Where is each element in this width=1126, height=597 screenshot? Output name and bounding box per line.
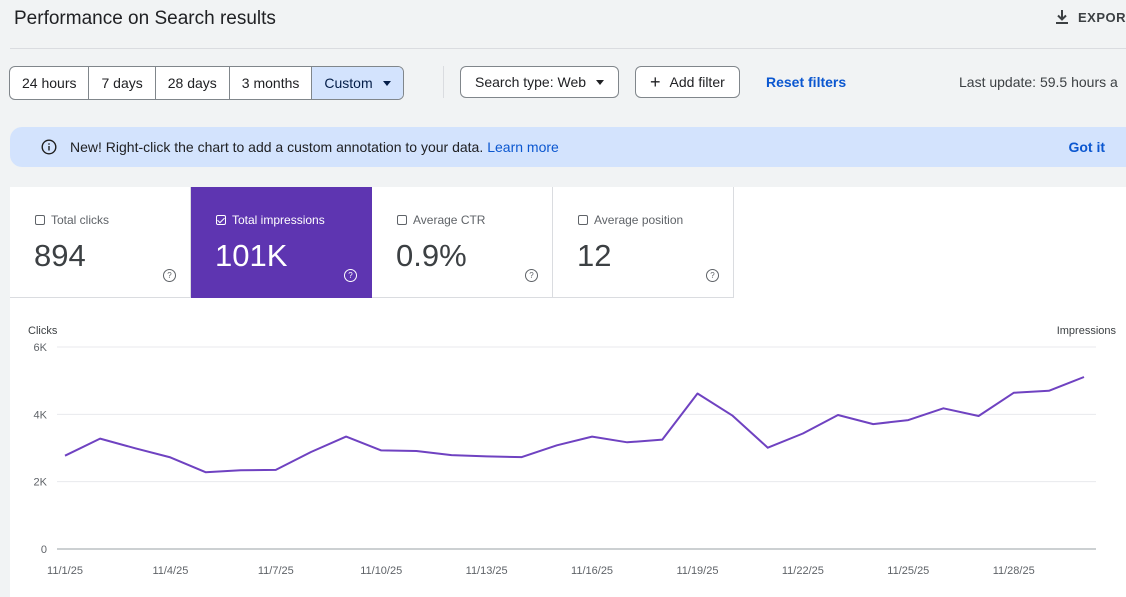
metric-value: 0.9% [396, 238, 467, 273]
help-icon[interactable]: ? [525, 269, 538, 282]
x-tick-label: 11/4/25 [152, 565, 188, 577]
metric-label: Average position [578, 213, 683, 227]
y-tick-label: 2K [34, 477, 48, 489]
add-filter-label: Add filter [669, 74, 725, 90]
date-range-28-days[interactable]: 28 days [156, 67, 230, 99]
help-icon[interactable]: ? [706, 269, 719, 282]
metric-card-total-clicks[interactable]: Total clicks 894 ? [10, 187, 191, 298]
date-range-7-days[interactable]: 7 days [89, 67, 156, 99]
help-icon[interactable]: ? [344, 269, 357, 282]
y-tick-label: 6K [34, 342, 48, 354]
y-tick-label: 0 [41, 544, 47, 556]
metric-value: 101K [215, 238, 288, 273]
metric-label-text: Total impressions [232, 213, 325, 227]
x-tick-label: 11/1/25 [47, 565, 83, 577]
performance-chart[interactable]: Clicks Impressions 6K 4K 2K 011/1/25 11/4/25 11… [10, 187, 1126, 597]
got-it-button[interactable]: Got it [1068, 139, 1105, 155]
toolbar-divider [443, 66, 444, 98]
y-tick-label: 4K [34, 409, 48, 421]
metric-card-average-ctr[interactable]: Average CTR 0.9% ? [372, 187, 553, 298]
checkbox-icon [397, 215, 407, 225]
reset-filters-link[interactable]: Reset filters [766, 74, 847, 90]
date-range-custom[interactable]: Custom [312, 67, 403, 99]
right-axis-label: Impressions [1057, 325, 1117, 337]
learn-more-link[interactable]: Learn more [487, 139, 559, 155]
x-tick-label: 11/16/25 [571, 565, 613, 577]
plus-icon: + [650, 72, 661, 92]
date-range-custom-label: Custom [324, 75, 373, 91]
impressions-line [64, 376, 1085, 474]
metric-label: Average CTR [397, 213, 485, 227]
date-range-selector: 24 hours 7 days 28 days 3 months Custom [9, 66, 404, 100]
checkbox-icon [578, 215, 588, 225]
checkbox-checked-icon [216, 215, 226, 225]
export-label: EXPOR [1078, 9, 1126, 25]
last-update-text: Last update: 59.5 hours a [959, 74, 1118, 90]
x-tick-label: 11/19/25 [676, 565, 718, 577]
search-type-label: Search type: Web [475, 74, 587, 90]
x-tick-label: 11/28/25 [993, 565, 1035, 577]
left-axis-label: Clicks [28, 325, 58, 337]
header-divider [10, 48, 1126, 49]
metric-label: Total clicks [35, 213, 109, 227]
metric-label: Total impressions [216, 213, 325, 227]
x-tick-label: 11/22/25 [782, 565, 824, 577]
download-icon [1056, 10, 1068, 24]
page-title: Performance on Search results [14, 8, 276, 29]
checkbox-icon [35, 215, 45, 225]
add-filter-button[interactable]: + Add filter [635, 66, 740, 98]
x-tick-label: 11/25/25 [887, 565, 929, 577]
x-tick-label: 11/7/25 [258, 565, 294, 577]
metric-card-total-impressions[interactable]: Total impressions 101K ? [191, 187, 372, 298]
caret-down-icon [596, 79, 605, 85]
metrics-panel: Total clicks 894 ? Total impressions 101… [10, 187, 1126, 597]
metric-card-average-position[interactable]: Average position 12 ? [553, 187, 734, 298]
help-icon[interactable]: ? [163, 269, 176, 282]
x-tick-label: 11/10/25 [360, 565, 402, 577]
metric-label-text: Average CTR [413, 213, 486, 227]
date-range-3-months[interactable]: 3 months [230, 67, 313, 99]
search-type-dropdown[interactable]: Search type: Web [460, 66, 620, 98]
metric-value: 12 [577, 238, 612, 273]
date-range-24-hours[interactable]: 24 hours [10, 67, 90, 99]
x-tick-label: 11/13/25 [466, 565, 508, 577]
banner-message: New! Right-click the chart to add a cust… [70, 139, 484, 155]
caret-down-icon [382, 80, 391, 86]
export-button[interactable]: EXPOR [1054, 9, 1126, 25]
annotation-banner: New! Right-click the chart to add a cust… [10, 127, 1126, 167]
info-icon [41, 139, 57, 155]
metric-label-text: Total clicks [51, 213, 110, 227]
metric-label-text: Average position [594, 213, 684, 227]
metric-value: 894 [34, 238, 86, 273]
